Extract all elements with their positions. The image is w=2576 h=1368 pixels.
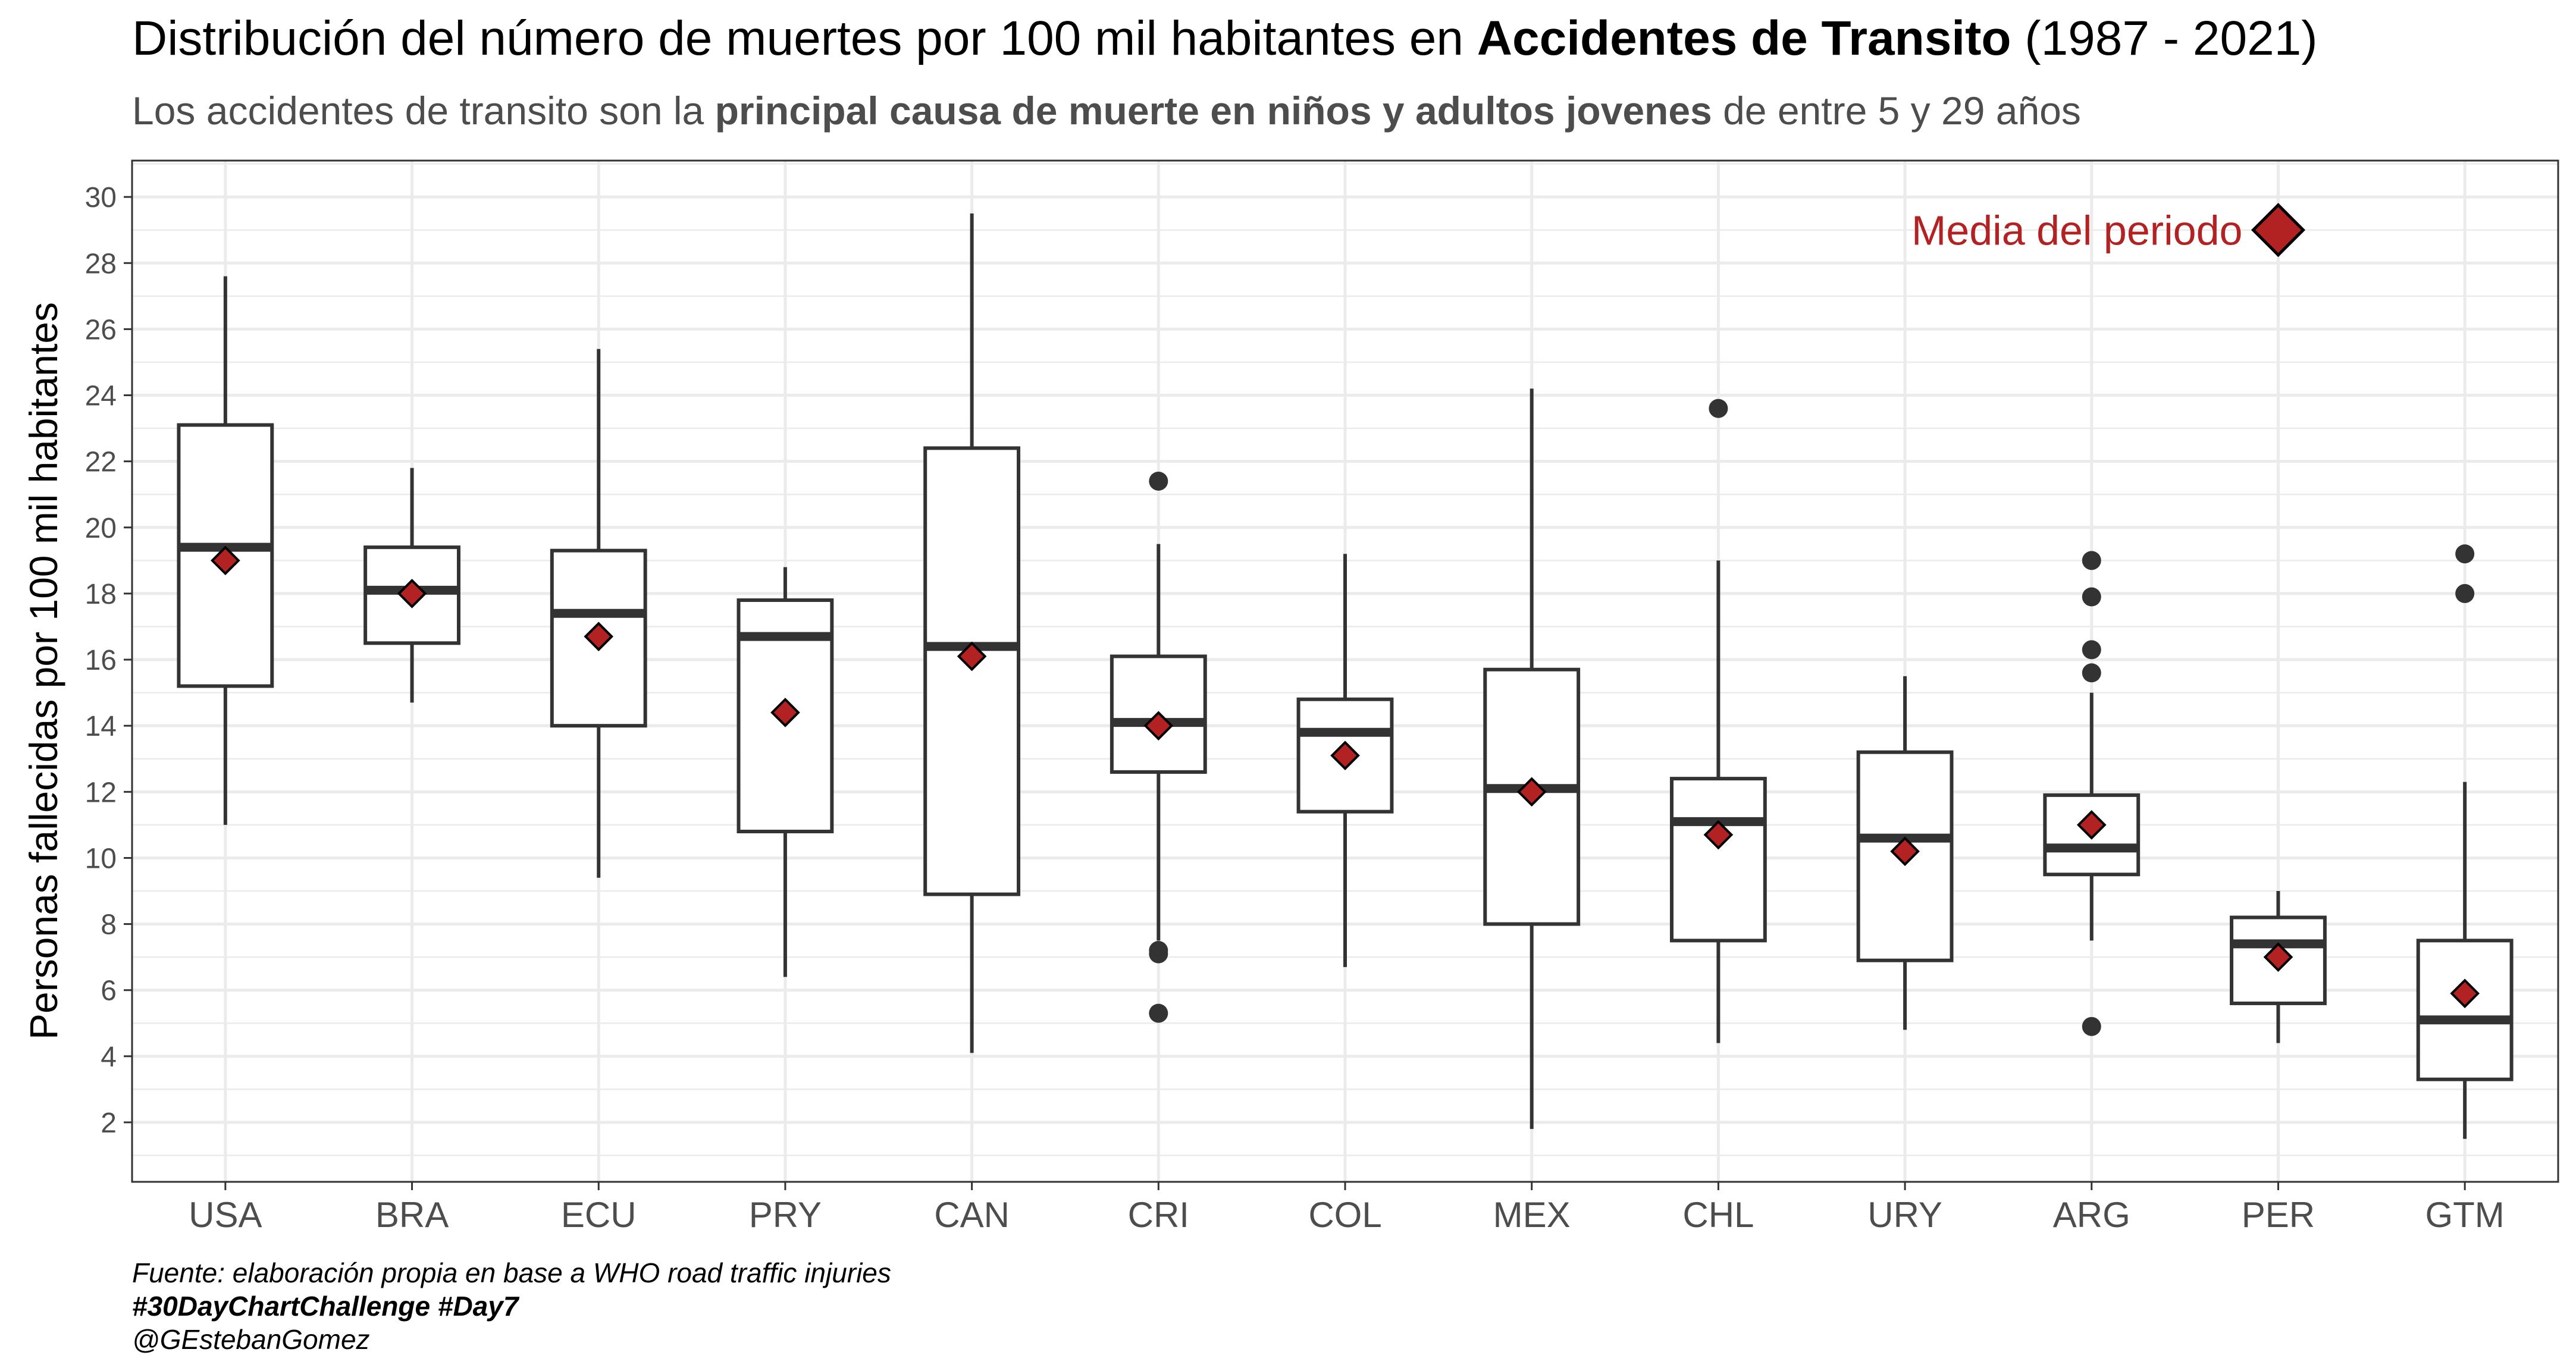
box-cri (1110, 471, 1207, 1023)
mean-legend-marker (2251, 203, 2305, 258)
box-per (2230, 891, 2327, 1043)
outlier-point (1149, 1003, 1168, 1023)
outlier-point (1149, 944, 1168, 964)
y-tick-label: 14 (85, 711, 117, 742)
chart-title-suffix: (1987 - 2021) (2011, 11, 2318, 65)
outlier-point (2455, 544, 2475, 564)
x-tick-label: BRA (375, 1195, 449, 1235)
x-tick-label: GTM (2425, 1195, 2504, 1235)
y-tick-label: 30 (85, 182, 117, 214)
box-mex (1483, 388, 1581, 1129)
mean-marker (770, 698, 800, 727)
box-layer (177, 213, 2514, 1139)
box-iqr (923, 446, 1021, 896)
mean-marker (1330, 741, 1360, 771)
chart-subtitle: Los accidentes de transito son la princi… (132, 88, 2081, 133)
outlier-point (2082, 1016, 2101, 1036)
caption-hashtags: #30DayChartChallenge #Day7 (132, 1291, 519, 1322)
mean-marker (1703, 820, 1734, 850)
box-col (1296, 554, 1394, 967)
outlier-point (1709, 399, 1728, 418)
mean-marker (2076, 810, 2107, 840)
box-can (923, 213, 1021, 1053)
chart-subtitle-bold: principal causa de muerte en niños y adu… (714, 89, 1712, 133)
x-tick-label: CHL (1682, 1195, 1754, 1235)
mean-marker (211, 545, 240, 576)
y-axis-label: Personas fallecidas por 100 mil habitant… (21, 302, 65, 1040)
y-tick-label: 4 (101, 1041, 117, 1073)
y-tick-label: 2 (101, 1107, 117, 1139)
x-tick-label: ARG (2053, 1195, 2130, 1235)
y-tick-label: 28 (85, 248, 117, 280)
outlier-point (2455, 583, 2475, 603)
x-tick-label: PRY (749, 1195, 822, 1235)
box-gtm (2416, 544, 2514, 1139)
mean-legend-label: Media del periodo (1911, 208, 2242, 254)
x-tick-label: MEX (1493, 1195, 1571, 1235)
y-tick-label: 26 (85, 314, 117, 346)
x-tick-label: PER (2242, 1195, 2315, 1235)
box-arg (2043, 551, 2141, 1036)
box-pry (737, 567, 834, 977)
mean-marker (1516, 777, 1547, 807)
outlier-point (1149, 471, 1168, 491)
chart-subtitle-suffix: de entre 5 y 29 años (1712, 89, 2081, 133)
box-ecu (550, 349, 647, 878)
mean-marker (1143, 711, 1174, 741)
y-tick-label: 20 (85, 513, 117, 544)
y-tick-label: 12 (85, 777, 117, 808)
y-tick-label: 18 (85, 579, 117, 610)
caption-source: Fuente: elaboración propia en base a WHO… (132, 1257, 891, 1288)
y-tick-label: 6 (101, 975, 117, 1007)
x-tick-label: CRI (1128, 1195, 1189, 1235)
mean-marker (2450, 978, 2480, 1009)
y-tick-label: 8 (101, 909, 117, 941)
box-bra (363, 467, 460, 703)
mean-marker (397, 579, 427, 608)
y-tick-label: 22 (85, 447, 117, 478)
outlier-point (2082, 587, 2101, 607)
outlier-point (2082, 640, 2101, 660)
y-tick-label: 16 (85, 645, 117, 676)
box-iqr (2416, 939, 2514, 1081)
chart-title-prefix: Distribución del número de muertes por 1… (132, 11, 1477, 65)
mean-marker (957, 641, 987, 672)
mean-marker (1890, 836, 1920, 867)
mean-marker (2263, 942, 2293, 972)
box-chl (1669, 399, 1767, 1043)
chart-title-bold: Accidentes de Transito (1477, 11, 2011, 65)
x-tick-label: COL (1308, 1195, 1381, 1235)
x-tick-label: ECU (561, 1195, 637, 1235)
outlier-point (2082, 663, 2101, 683)
caption-author: @GEstebanGomez (132, 1324, 370, 1355)
x-tick-label: URY (1867, 1195, 1942, 1235)
y-tick-label: 10 (85, 843, 117, 874)
box-ury (1856, 676, 1954, 1030)
chart-subtitle-prefix: Los accidentes de transito son la (132, 89, 715, 133)
box-iqr (1669, 777, 1767, 943)
x-tick-label: CAN (934, 1195, 1010, 1235)
chart-title: Distribución del número de muertes por 1… (132, 11, 2318, 67)
caption: Fuente: elaboración propia en base a WHO… (132, 1256, 891, 1356)
mean-legend-annotation: Media del periodo (1911, 203, 2305, 258)
x-tick-label: USA (189, 1195, 262, 1235)
box-usa (177, 276, 274, 825)
outlier-point (2082, 551, 2101, 570)
y-tick-label: 24 (85, 381, 117, 412)
mean-marker (584, 622, 614, 651)
